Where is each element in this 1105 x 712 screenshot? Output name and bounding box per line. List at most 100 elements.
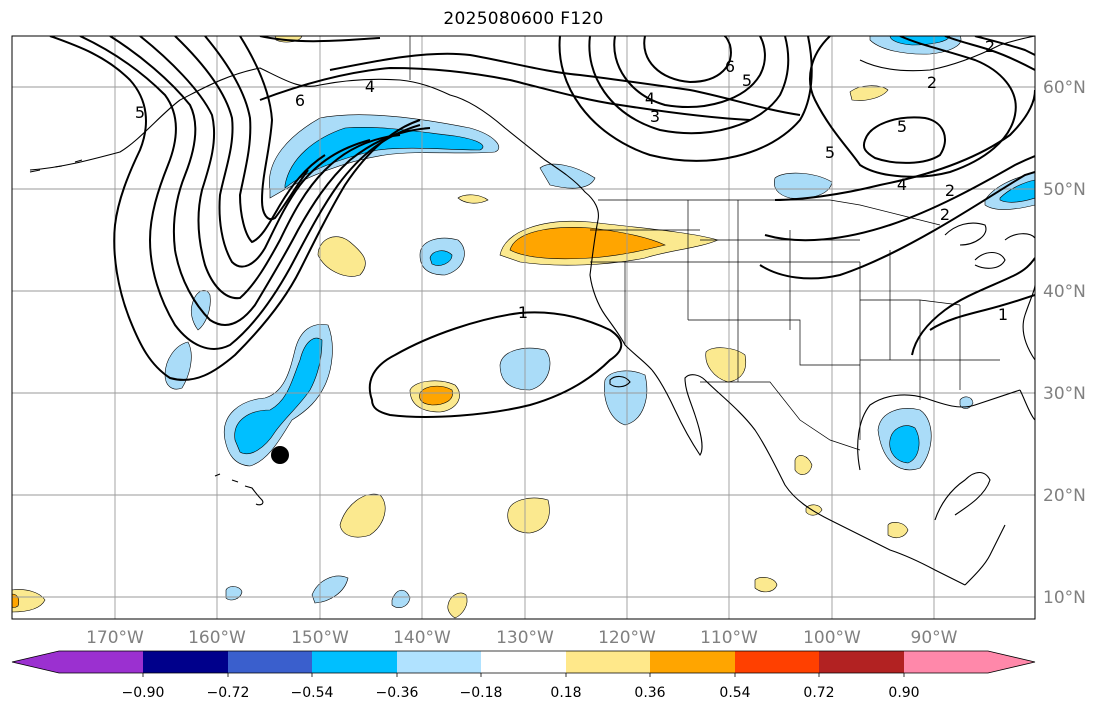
lat-label: 60°N: [1043, 78, 1086, 98]
coastline-gulf: [857, 389, 1021, 586]
lon-label: 150°W: [291, 628, 349, 648]
coastline-aleutians: [29, 159, 83, 173]
political-borders: [409, 36, 1000, 451]
fill-light-yellow-mx4: [754, 576, 778, 593]
location-marker: [271, 446, 289, 464]
lon-label: 110°W: [700, 628, 758, 648]
contour-1-ellipse: [368, 311, 623, 418]
contour-label: 6: [295, 91, 305, 110]
lon-label: 140°W: [393, 628, 451, 648]
fill-blue-cw: [234, 337, 323, 454]
colorbar-segment: [904, 651, 989, 673]
contour-label: 5: [742, 71, 752, 90]
fill-light-yellow-sw3: [447, 592, 468, 619]
longitude-labels: 170°W 160°W 150°W 140°W 130°W 120°W 110°…: [86, 628, 958, 648]
colorbar-outline: [11, 650, 1036, 674]
lon-label: 120°W: [598, 628, 656, 648]
lat-label: 30°N: [1043, 384, 1086, 404]
coastline-guadalupe: [609, 375, 631, 388]
contour-trough-1: [49, 36, 421, 381]
colorbar: [11, 650, 1036, 677]
coastline-alaska: [29, 67, 599, 221]
contour-label: 1: [998, 305, 1008, 324]
contour-label: 6: [725, 57, 735, 76]
coastline-hudson: [859, 36, 1035, 72]
lat-label: 10°N: [1043, 588, 1086, 608]
coastline-great-lakes: [944, 222, 1035, 269]
contour-label: 4: [645, 89, 655, 108]
fill-light-yellow-mx1: [794, 455, 813, 475]
fill-light-blue-sw3: [391, 589, 411, 608]
contour-label: 4: [365, 77, 375, 96]
map-area: [12, 36, 1035, 619]
lon-label: 90°W: [911, 628, 958, 648]
fill-light-yellow-mx3: [887, 521, 909, 539]
colorbar-tick-label: −0.54: [291, 685, 334, 701]
coastline-baja: [651, 369, 706, 456]
colorbar-tick-label: −0.36: [376, 685, 419, 701]
colorbar-segment: [397, 651, 482, 673]
fill-light-yellow-mx2: [805, 504, 823, 516]
lon-label: 160°W: [188, 628, 246, 648]
lat-label: 20°N: [1043, 486, 1086, 506]
fill-light-blue-mid-3: [604, 370, 648, 426]
colorbar-segment: [481, 651, 567, 673]
map-frame: [11, 35, 1036, 620]
colorbar-tick-label: 0.54: [719, 685, 750, 701]
colorbar-extend-max: [988, 651, 1035, 673]
contour-label: 4: [897, 175, 907, 194]
contour-label: 2: [945, 181, 955, 200]
contour-canada-5: [862, 116, 946, 164]
contour-label: 2: [940, 205, 950, 224]
colorbar-segment: [228, 651, 313, 673]
contour-labels: 5 6 4 3 6 5 4 5 2 2 5 4 2 1 2 1: [135, 37, 1008, 324]
colorbar-segment: [143, 651, 229, 673]
colorbar-segment: [312, 651, 398, 673]
colorbar-segment: [735, 651, 820, 673]
colorbar-tick-labels: −0.90 −0.72 −0.54 −0.36 −0.18 0.18 0.36 …: [122, 685, 920, 701]
fill-light-yellow-az: [705, 347, 747, 383]
fill-light-yellow-1: [317, 236, 366, 277]
contours: [49, 36, 1035, 418]
lat-label: 40°N: [1043, 282, 1086, 302]
colorbar-tick-label: 0.72: [803, 685, 834, 701]
lon-label: 170°W: [86, 628, 144, 648]
lon-label: 130°W: [496, 628, 554, 648]
coastline-yucatan: [934, 471, 991, 521]
fill-light-yellow-2: [457, 194, 489, 204]
coastline-hawaii: [214, 473, 264, 506]
contour-label: 1: [518, 303, 528, 322]
fill-light-yellow-edge: [12, 589, 46, 613]
contour-label: 5: [135, 103, 145, 122]
coastline-florida: [1019, 284, 1035, 421]
lon-label: 100°W: [803, 628, 861, 648]
colorbar-extend-min: [12, 651, 59, 673]
contour-label: 5: [825, 143, 835, 162]
colorbar-segment: [566, 651, 651, 673]
colorbar-segment: [59, 651, 144, 673]
fill-light-blue-canada: [773, 172, 833, 199]
fill-orange-mid: [419, 385, 453, 406]
colorbar-tick-label: −0.72: [207, 685, 250, 701]
colorbar-tick-label: 0.36: [634, 685, 665, 701]
colorbar-tick-label: 0.18: [550, 685, 581, 701]
fill-blue-gulf: [889, 425, 920, 464]
colorbar-segment: [650, 651, 736, 673]
coastline-us-west: [589, 219, 653, 371]
fill-blue-gulf-alaska: [284, 126, 484, 189]
fill-light-blue-sw1: [311, 575, 349, 604]
lat-label: 50°N: [1043, 180, 1086, 200]
colorbar-tick-label: −0.18: [460, 685, 503, 701]
contour-label: 2: [927, 73, 937, 92]
fill-blue-mid-1: [429, 250, 453, 266]
colorbar-tick-label: −0.90: [122, 685, 165, 701]
latitude-labels: 60°N 50°N 40°N 30°N 20°N 10°N: [1043, 78, 1086, 608]
fill-light-yellow-sw1: [339, 493, 386, 538]
contour-label: 2: [985, 37, 995, 56]
contour-ridge-6: [643, 36, 732, 84]
contour-label: 5: [897, 117, 907, 136]
coastline-mexico: [704, 379, 966, 586]
map-title: 2025080600 F120: [443, 9, 604, 29]
coastlines: [29, 36, 1035, 586]
